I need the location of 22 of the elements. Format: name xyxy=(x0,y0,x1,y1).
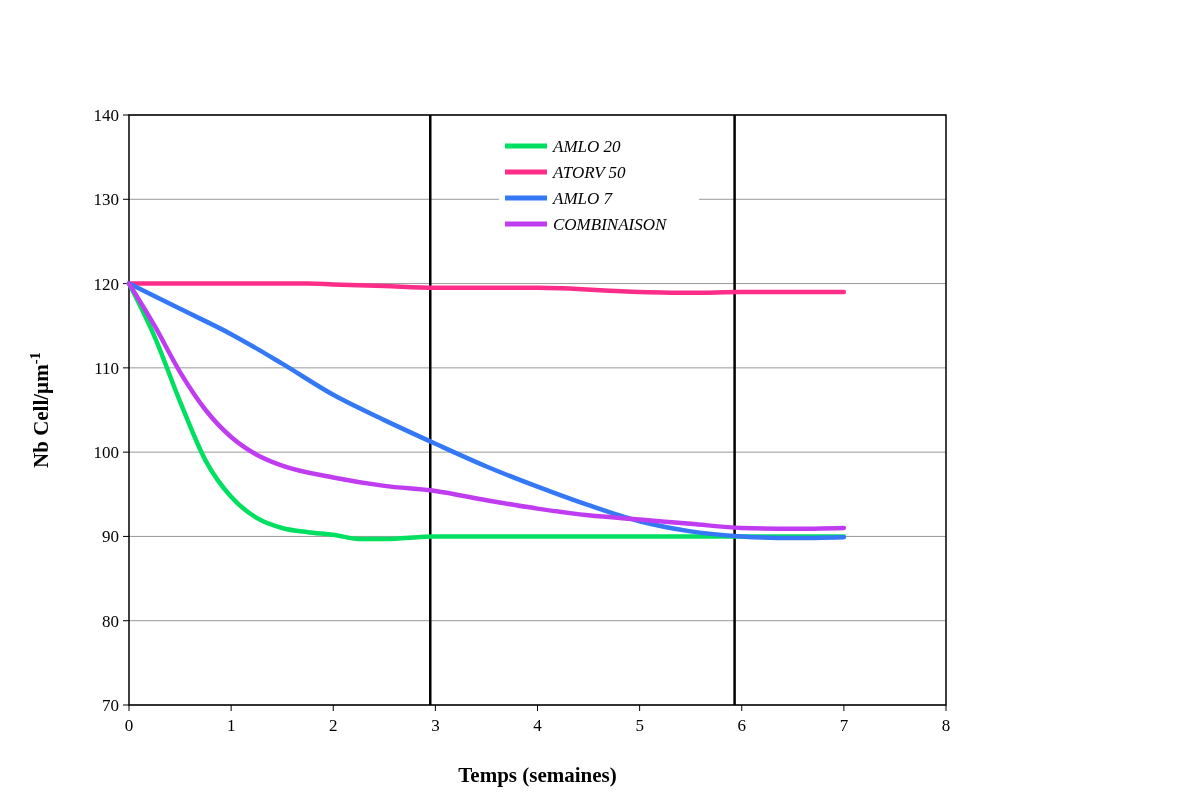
y-tick-label: 120 xyxy=(93,274,119,294)
x-tick-label: 7 xyxy=(839,716,849,735)
legend-label: AMLO 20 xyxy=(552,137,622,156)
y-tick-label: 100 xyxy=(93,443,119,463)
x-tick-label: 1 xyxy=(226,716,236,735)
y-tick-label: 130 xyxy=(93,190,119,210)
legend-label: ATORV 50 xyxy=(552,163,627,182)
y-tick-label: 140 xyxy=(93,105,119,125)
y-tick-label: 90 xyxy=(102,527,119,547)
y-tick-label: 80 xyxy=(102,611,119,631)
legend-label: AMLO 7 xyxy=(552,189,614,208)
x-tick-label: 4 xyxy=(533,716,543,735)
y-tick-label: 110 xyxy=(94,358,119,378)
x-tick-label: 3 xyxy=(431,716,440,735)
x-axis-title: Temps (semaines) xyxy=(458,763,617,787)
legend-label: COMBINAISON xyxy=(553,215,668,234)
x-tick-label: 5 xyxy=(635,716,644,735)
x-tick-label: 2 xyxy=(329,716,338,735)
y-tick-label: 70 xyxy=(102,695,119,715)
x-tick-label: 8 xyxy=(941,716,951,735)
x-tick-label: 6 xyxy=(737,716,746,735)
x-tick-label: 0 xyxy=(124,716,134,735)
